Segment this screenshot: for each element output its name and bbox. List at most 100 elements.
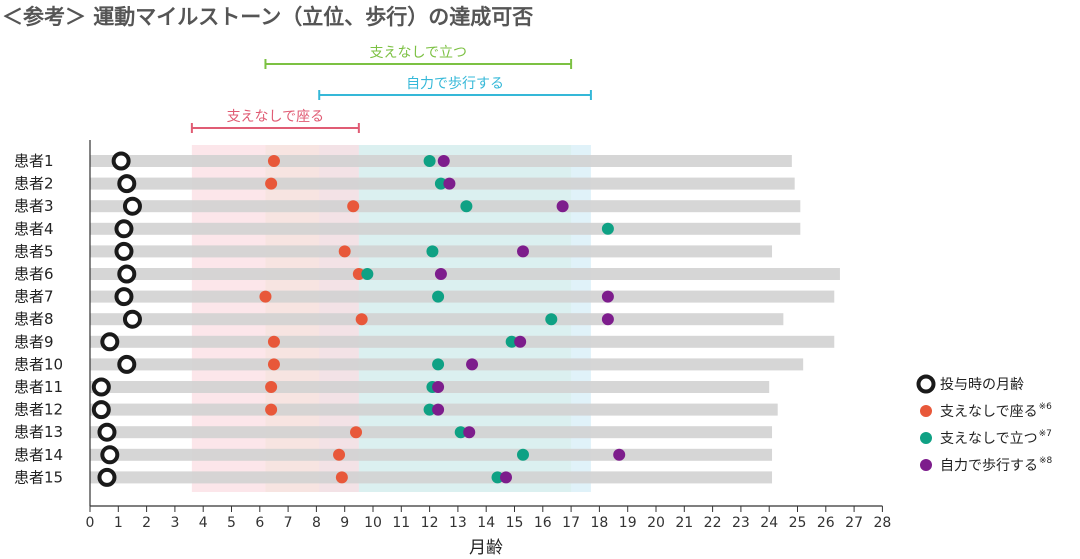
legend-label: 支えなしで座る (940, 404, 1038, 420)
milestone-point (443, 177, 456, 190)
milestone-point (355, 313, 368, 326)
milestone-point (466, 358, 479, 371)
x-tick-label: 10 (364, 515, 382, 531)
patient-label: 患者7 (14, 288, 54, 306)
patient-label: 患者1 (14, 152, 54, 170)
x-tick-label: 3 (170, 515, 179, 531)
x-tick-label: 2 (142, 515, 151, 531)
dose-age-point (122, 196, 142, 216)
legend-label: 自力で歩行する (940, 458, 1038, 474)
patient-labels: 患者1 患者2 患者3 患者4 患者5 患者6 患者7 患者8 患者9 患者10 患者11 患者12 患… (14, 152, 63, 486)
milestone-point (267, 335, 280, 348)
milestone-point (613, 448, 626, 461)
milestone-point (454, 426, 467, 439)
window-label: 支えなしで立つ (369, 45, 467, 61)
window-label: 自力で歩行する (406, 76, 504, 92)
milestone-point (361, 268, 374, 280)
dose-age-point (100, 332, 120, 352)
patient-label: 患者4 (14, 220, 54, 238)
patient-label: 患者15 (14, 468, 63, 486)
followup-bar (90, 222, 801, 235)
milestone-point (423, 403, 436, 416)
x-tick-label: 23 (732, 515, 750, 531)
followup-bar (90, 358, 804, 371)
x-axis: 0 1 2 3 4 5 6 7 8 9 10 11 12 13 14 15 16 17 18 19 20 21 22 23 24… (86, 140, 891, 531)
legend-marker (920, 459, 932, 471)
legend-label: 投与時の月齢 (940, 377, 1024, 393)
milestone-point (545, 313, 558, 326)
dose-age-point (111, 151, 131, 171)
x-tick-label: 16 (534, 515, 552, 531)
dose-age-point (100, 445, 120, 465)
x-tick-label: 6 (255, 515, 264, 531)
x-tick-label: 15 (506, 515, 524, 531)
x-tick-label: 11 (392, 515, 410, 531)
legend-footnote: ※6 (1039, 402, 1053, 412)
patient-label: 患者2 (14, 175, 54, 193)
milestone-point (426, 245, 439, 258)
milestone-point (491, 471, 504, 484)
milestone-point (601, 290, 614, 303)
milestone-point (423, 155, 436, 167)
milestone-point (432, 290, 445, 303)
milestone-point (265, 381, 278, 393)
window-label: 支えなしで座る (227, 109, 325, 125)
x-tick-label: 22 (704, 515, 722, 531)
milestone-point (463, 426, 476, 439)
dose-age-point (117, 264, 137, 284)
milestone-point (352, 268, 365, 280)
dose-age-point (117, 354, 137, 374)
patient-label: 患者5 (14, 242, 54, 260)
milestone-point (265, 177, 278, 190)
dose-age-point (97, 467, 117, 487)
milestone-point (335, 471, 348, 484)
patient-label: 患者13 (14, 423, 63, 441)
milestone-point (437, 155, 450, 167)
x-tick-label: 13 (449, 515, 467, 531)
x-axis-label: 月齢 (469, 538, 503, 558)
followup-bar (90, 313, 784, 326)
followup-bar (90, 426, 773, 439)
milestone-point (338, 245, 351, 258)
milestone-point (432, 358, 445, 371)
patient-label: 患者14 (14, 446, 63, 464)
followup-bar (90, 268, 840, 280)
x-tick-label: 25 (789, 515, 807, 531)
legend-footnote: ※8 (1039, 456, 1053, 466)
x-tick-label: 17 (562, 515, 580, 531)
milestone-point (556, 200, 569, 213)
x-tick-label: 12 (421, 515, 439, 531)
x-tick-label: 24 (760, 515, 778, 531)
chart-title: ＜参考＞ 運動マイルストーン（立位、歩行）の達成可否 (2, 5, 533, 29)
legend-footnote: ※7 (1039, 429, 1052, 439)
milestone-point (267, 358, 280, 371)
patient-label: 患者9 (14, 333, 54, 351)
milestone-point (516, 245, 529, 258)
milestone-point (347, 200, 360, 213)
milestone-marks (91, 151, 626, 487)
x-tick-label: 20 (647, 515, 665, 531)
patient-label: 患者8 (14, 310, 54, 328)
milestone-point (333, 448, 346, 461)
milestone-point (505, 335, 518, 348)
milestone-point (267, 155, 280, 167)
x-tick-label: 18 (590, 515, 608, 531)
followup-bar (90, 290, 835, 303)
dose-age-point (114, 219, 134, 239)
followup-bar (90, 471, 773, 484)
milestone-point (265, 403, 278, 416)
followup-bar (90, 335, 835, 348)
x-tick-label: 7 (284, 515, 293, 531)
x-tick-label: 1 (114, 515, 123, 531)
x-tick-label: 26 (817, 515, 835, 531)
x-tick-label: 27 (845, 515, 863, 531)
x-tick-label: 28 (873, 515, 891, 531)
legend-marker (920, 405, 932, 417)
dose-age-point (117, 174, 137, 194)
dose-age-point (91, 400, 111, 420)
x-tick-label: 19 (619, 515, 637, 531)
patient-label: 患者11 (14, 378, 63, 396)
patient-label: 患者3 (14, 197, 54, 215)
milestone-point (432, 381, 445, 393)
